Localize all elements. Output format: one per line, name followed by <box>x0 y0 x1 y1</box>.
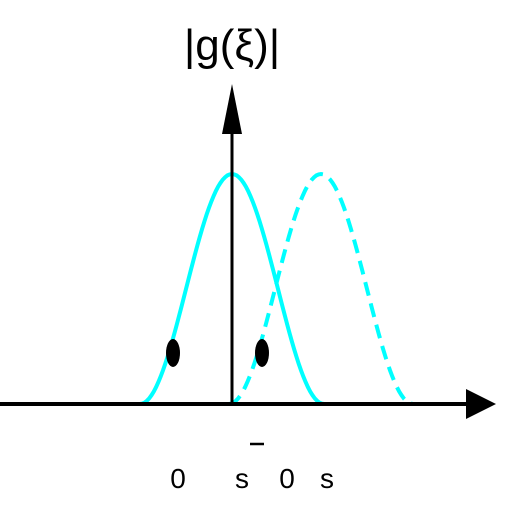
tick-label-zero: 0 <box>170 463 186 494</box>
tick-label-s: s <box>235 463 249 494</box>
right-point <box>255 339 269 367</box>
y-axis-label: |g(ξ)| <box>184 21 280 70</box>
x-axis-arrowhead <box>466 389 496 419</box>
y-axis-arrowhead <box>222 84 242 134</box>
left-point <box>166 339 180 367</box>
tick-label-zero: 0 <box>279 463 295 494</box>
tick-label-s: s <box>320 463 334 494</box>
